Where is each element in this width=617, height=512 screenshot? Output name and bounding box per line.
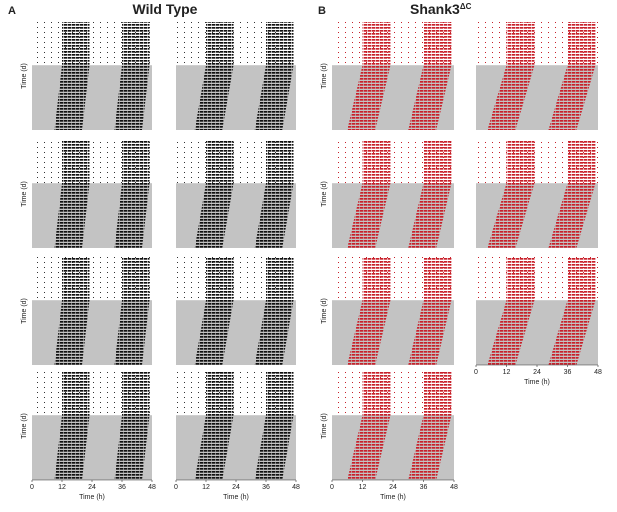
activity-band <box>347 257 391 365</box>
activity-band <box>54 140 90 248</box>
x-tick-label: 0 <box>30 484 34 491</box>
panel-title: Shank3ΔC <box>410 1 472 17</box>
x-axis-label: Time (h) <box>380 494 406 501</box>
activity-band <box>254 372 294 480</box>
y-axis-label: Time (d) <box>321 413 328 439</box>
x-axis-label: Time (h) <box>223 494 249 501</box>
activity-band <box>408 257 452 365</box>
x-tick-label: 12 <box>503 369 511 376</box>
x-tick-label: 24 <box>88 484 96 491</box>
activity-band <box>54 257 90 365</box>
panel-label: B <box>318 5 326 17</box>
activity-band <box>487 257 535 365</box>
activity-band <box>194 372 234 480</box>
activity-band <box>487 22 535 130</box>
activity-band <box>548 257 596 365</box>
x-tick-label: 48 <box>450 484 458 491</box>
y-axis-label: Time (d) <box>321 63 328 89</box>
activity-band <box>548 22 596 130</box>
activity-band <box>254 22 294 130</box>
activity-band <box>347 140 391 248</box>
activity-band <box>408 140 452 248</box>
activity-band <box>254 257 294 365</box>
y-axis-label: Time (d) <box>21 63 28 89</box>
activity-band <box>194 22 234 130</box>
activity-band <box>54 372 90 480</box>
x-tick-label: 24 <box>533 369 541 376</box>
activity-band <box>548 140 596 248</box>
activity-band <box>54 22 90 130</box>
activity-band <box>114 22 150 130</box>
activity-band <box>487 140 535 248</box>
x-axis-label: Time (h) <box>79 494 105 501</box>
activity-band <box>408 22 452 130</box>
x-axis-label: Time (h) <box>524 379 550 386</box>
activity-band <box>408 372 452 480</box>
activity-band <box>114 257 150 365</box>
x-tick-label: 36 <box>420 484 428 491</box>
title-text: Shank3 <box>410 1 460 17</box>
y-axis-label: Time (d) <box>321 181 328 207</box>
x-tick-label: 0 <box>474 369 478 376</box>
y-axis-label: Time (d) <box>21 181 28 207</box>
activity-band <box>194 140 234 248</box>
activity-band <box>114 140 150 248</box>
x-tick-label: 36 <box>262 484 270 491</box>
title-superscript: ΔC <box>460 2 472 11</box>
x-tick-label: 48 <box>148 484 156 491</box>
activity-band <box>347 372 391 480</box>
y-axis-label: Time (d) <box>21 413 28 439</box>
x-tick-label: 0 <box>174 484 178 491</box>
x-tick-label: 48 <box>292 484 300 491</box>
activity-band <box>194 257 234 365</box>
activity-band <box>114 372 150 480</box>
x-tick-label: 0 <box>330 484 334 491</box>
panel-title: Wild Type <box>133 1 198 17</box>
x-tick-label: 36 <box>564 369 572 376</box>
x-tick-label: 36 <box>118 484 126 491</box>
x-tick-label: 24 <box>389 484 397 491</box>
x-tick-label: 24 <box>232 484 240 491</box>
activity-band <box>347 22 391 130</box>
x-tick-label: 12 <box>58 484 66 491</box>
x-tick-label: 12 <box>202 484 210 491</box>
y-axis-label: Time (d) <box>321 298 328 324</box>
activity-band <box>254 140 294 248</box>
y-axis-label: Time (d) <box>21 298 28 324</box>
panel-label: A <box>8 5 16 17</box>
x-tick-label: 48 <box>594 369 602 376</box>
x-tick-label: 12 <box>359 484 367 491</box>
